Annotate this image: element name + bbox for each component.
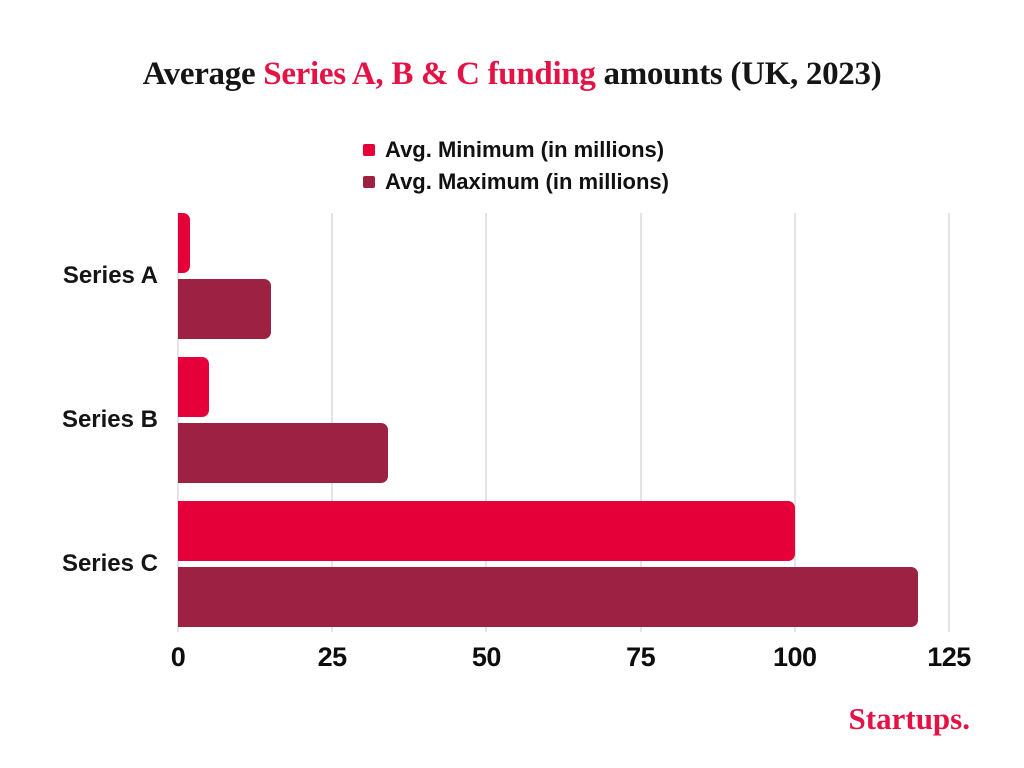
bar-series-a-max xyxy=(178,279,271,339)
gridline xyxy=(793,213,796,632)
chart-title: Average Series A, B & C funding amounts … xyxy=(0,56,1024,93)
gridline xyxy=(485,213,488,632)
legend: Avg. Minimum (in millions) Avg. Maximum (… xyxy=(363,134,669,198)
bar-series-b-max xyxy=(178,423,388,483)
category-label: Series A xyxy=(62,262,158,289)
x-tick-label: 50 xyxy=(471,642,502,672)
legend-swatch-icon xyxy=(363,144,375,156)
gridline xyxy=(948,213,950,632)
startups-logo: Startups. xyxy=(848,701,970,736)
chart-title-suffix: amounts (UK, 2023) xyxy=(595,56,882,92)
x-tick-label: 25 xyxy=(317,642,348,672)
x-tick-label: 0 xyxy=(170,642,186,672)
chart-title-highlight: Series A, B & C funding xyxy=(263,56,596,92)
category-label: Series B xyxy=(61,406,158,433)
legend-item: Avg. Minimum (in millions) xyxy=(363,134,669,166)
plot-area xyxy=(177,213,950,632)
x-tick-label: 75 xyxy=(626,642,656,672)
gridline xyxy=(177,213,179,632)
legend-item: Avg. Maximum (in millions) xyxy=(363,166,669,198)
legend-swatch-icon xyxy=(363,176,375,188)
bar-series-c-min xyxy=(178,501,795,561)
x-axis: 0 25 50 75 100 125 xyxy=(171,642,972,674)
bar-series-a-min xyxy=(178,213,191,273)
gridline xyxy=(331,213,334,632)
legend-label: Avg. Maximum (in millions) xyxy=(385,169,669,194)
legend-label: Avg. Minimum (in millions) xyxy=(385,137,665,162)
x-tick-label: 125 xyxy=(927,642,971,672)
bar-series-c-max xyxy=(178,567,919,627)
category-axis: Series A Series B Series C xyxy=(0,213,158,632)
chart-title-prefix: Average xyxy=(142,56,264,92)
gridline xyxy=(639,213,642,632)
category-label: Series C xyxy=(61,550,158,577)
x-tick-label: 100 xyxy=(773,642,817,672)
bar-series-b-min xyxy=(178,357,209,417)
